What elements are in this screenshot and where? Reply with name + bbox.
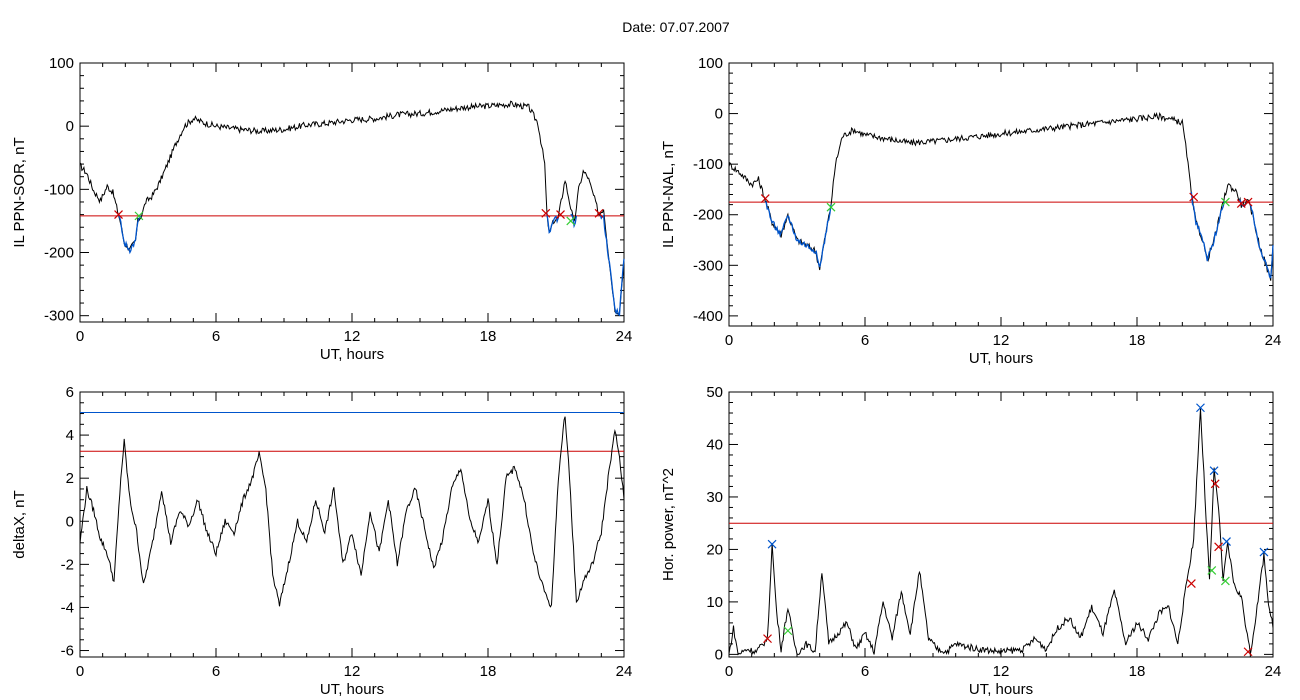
x-tick-label: 24 <box>1265 332 1282 349</box>
y-tick-label: 4 <box>66 427 74 444</box>
highlight-segment <box>117 214 142 255</box>
x-tick-label: 0 <box>725 663 733 680</box>
event-marker-red <box>1186 579 1196 588</box>
x-tick-label: 12 <box>344 328 361 345</box>
y-axis-label: Hor. power, nT^2 <box>660 468 677 581</box>
y-tick-label: 20 <box>706 541 723 558</box>
x-tick-label: 12 <box>993 663 1010 680</box>
plot-frame <box>728 391 1274 658</box>
event-marker-green <box>1220 576 1230 586</box>
chart-il-ppn-nal: 0 6 12 18 24 -400 -300 -200 -100 0 100 UT, hours IL … <box>660 55 1281 367</box>
event-marker-red <box>541 208 551 218</box>
event-marker-red <box>594 208 604 218</box>
x-tick-label: 12 <box>344 663 361 680</box>
event-marker-red <box>1243 647 1253 657</box>
x-tick-label: 24 <box>616 328 633 345</box>
y-tick-label: 0 <box>715 106 723 123</box>
y-tick-label: -300 <box>44 308 74 325</box>
event-marker-blue <box>1222 537 1231 546</box>
y-tick-label: -300 <box>693 257 723 274</box>
y-tick-label: -100 <box>44 181 74 198</box>
event-marker-blue <box>767 539 777 549</box>
highlight-segment <box>764 201 832 268</box>
x-axis-label: UT, hours <box>969 350 1033 367</box>
event-marker-red <box>1236 199 1246 209</box>
highlight-segment <box>599 214 625 317</box>
highlight-segment <box>570 213 578 229</box>
event-marker-red <box>1214 542 1224 552</box>
event-marker-red <box>760 194 770 203</box>
y-tick-label: 100 <box>698 55 723 72</box>
chart-horizontal-power: 0 6 12 18 24 0 10 20 30 40 50 UT, hours Hor. power, … <box>660 384 1281 698</box>
event-marker-red <box>1243 197 1253 207</box>
y-tick-label: -400 <box>693 308 723 325</box>
x-tick-label: 18 <box>480 328 497 345</box>
y-tick-label: 40 <box>706 436 723 453</box>
chart-il-ppn-sor: 0 6 12 18 24 -300 -200 -100 0 100 UT, hours IL PPN-… <box>11 55 632 363</box>
y-tick-label: 2 <box>66 470 74 487</box>
series-line <box>79 100 625 316</box>
event-marker-green <box>566 216 576 226</box>
x-tick-label: 6 <box>861 663 869 680</box>
x-axis-label: UT, hours <box>320 681 384 698</box>
event-marker-red <box>1189 192 1199 202</box>
y-tick-label: 50 <box>706 384 723 401</box>
highlight-segment <box>1190 191 1226 262</box>
event-marker-green <box>826 202 836 212</box>
event-marker-blue <box>1209 466 1219 476</box>
x-tick-label: 0 <box>76 663 84 680</box>
event-marker-green <box>134 211 144 221</box>
series-line <box>728 408 1274 656</box>
x-axis-label: UT, hours <box>320 346 384 363</box>
event-marker-green <box>783 626 793 636</box>
event-marker-red <box>114 210 123 220</box>
y-tick-label: -6 <box>61 643 74 660</box>
event-marker-red <box>1210 479 1220 489</box>
y-axis-label: IL PPN-SOR, nT <box>11 137 28 247</box>
event-marker-blue <box>1259 547 1269 557</box>
y-axis-label: IL PPN-NAL, nT <box>660 141 677 248</box>
plot-frame <box>79 391 625 658</box>
y-tick-label: -2 <box>61 556 74 573</box>
x-tick-label: 6 <box>212 328 220 345</box>
event-marker-blue <box>1196 403 1205 413</box>
y-tick-label: 0 <box>715 646 723 663</box>
x-tick-label: 18 <box>1129 663 1146 680</box>
y-tick-label: -200 <box>693 207 723 224</box>
x-tick-label: 18 <box>480 663 497 680</box>
plot-frame <box>79 62 625 323</box>
event-marker-green <box>1220 197 1230 207</box>
event-marker-green <box>1207 565 1217 575</box>
y-tick-label: 30 <box>706 489 723 506</box>
series-line <box>79 416 625 608</box>
y-tick-label: 0 <box>66 118 74 135</box>
x-tick-label: 0 <box>725 332 733 349</box>
y-tick-label: -200 <box>44 245 74 262</box>
x-tick-label: 0 <box>76 328 84 345</box>
x-tick-label: 24 <box>1265 663 1282 680</box>
x-tick-label: 6 <box>212 663 220 680</box>
y-tick-label: 10 <box>706 594 723 611</box>
x-tick-label: 24 <box>616 663 633 680</box>
x-tick-label: 6 <box>861 332 869 349</box>
y-tick-label: -4 <box>61 599 74 616</box>
x-tick-label: 18 <box>1129 332 1146 349</box>
y-axis-label: deltaX, nT <box>11 490 28 558</box>
x-tick-label: 12 <box>993 332 1010 349</box>
y-tick-label: 100 <box>49 55 74 72</box>
event-marker-red <box>763 634 772 644</box>
y-tick-label: -100 <box>693 156 723 173</box>
x-axis-label: UT, hours <box>969 681 1033 698</box>
event-marker-red <box>556 210 565 220</box>
y-tick-label: 6 <box>66 384 74 401</box>
page-title: Date: 07.07.2007 <box>622 19 730 35</box>
highlight-segment <box>1249 203 1274 279</box>
y-tick-label: 0 <box>66 513 74 530</box>
